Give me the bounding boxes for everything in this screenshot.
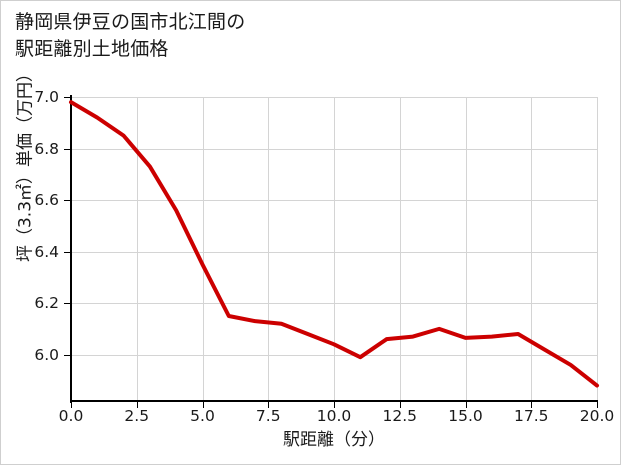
x-tickmark (465, 402, 467, 408)
x-tick-label: 7.5 (255, 407, 281, 425)
y-tickmark (64, 200, 70, 202)
gridline-vertical (531, 97, 533, 401)
y-tickmark (64, 148, 70, 150)
chart-title: 静岡県伊豆の国市北江間の 駅距離別土地価格 (15, 11, 246, 60)
x-tickmark (71, 402, 72, 408)
x-tickmark (136, 402, 138, 408)
x-tick-label: 20.0 (579, 407, 615, 425)
y-tick-label: 7.0 (34, 88, 59, 106)
y-tickmark (64, 97, 70, 98)
y-tickmark (64, 303, 70, 305)
x-tickmark (531, 402, 533, 408)
gridline-vertical (399, 97, 401, 401)
x-tick-label: 0.0 (58, 407, 84, 425)
x-tick-label: 15.0 (448, 407, 483, 425)
x-tickmark (399, 402, 401, 408)
y-tick-label: 6.6 (34, 191, 59, 210)
gridline-vertical (334, 97, 335, 401)
x-tick-label: 5.0 (190, 407, 215, 425)
y-tickmark (64, 354, 70, 356)
x-axis-spine (70, 400, 598, 402)
gridline-vertical (465, 97, 467, 401)
x-tickmark (597, 402, 598, 408)
y-tickmark (64, 251, 70, 253)
gridline-vertical (268, 97, 270, 401)
x-tickmark (202, 402, 204, 408)
y-tick-label: 6.2 (34, 294, 59, 313)
price-line-series (69, 100, 599, 388)
x-tickmark (268, 402, 270, 408)
y-tick-label: 6.8 (34, 139, 59, 158)
gridline-vertical (597, 97, 598, 401)
gridline-vertical (136, 97, 138, 401)
x-tick-label: 12.5 (382, 407, 417, 425)
plot-area (71, 97, 598, 401)
x-tick-label: 17.5 (513, 407, 549, 425)
x-tickmark (334, 402, 335, 408)
gridline-vertical (202, 97, 204, 401)
y-axis-spine (70, 95, 72, 403)
x-axis-label: 駅距離（分） (283, 430, 385, 450)
x-tick-label: 2.5 (124, 407, 150, 425)
y-tick-label: 6.0 (34, 345, 59, 364)
y-tick-label: 6.4 (34, 242, 59, 261)
x-tick-label: 10.0 (316, 407, 352, 425)
